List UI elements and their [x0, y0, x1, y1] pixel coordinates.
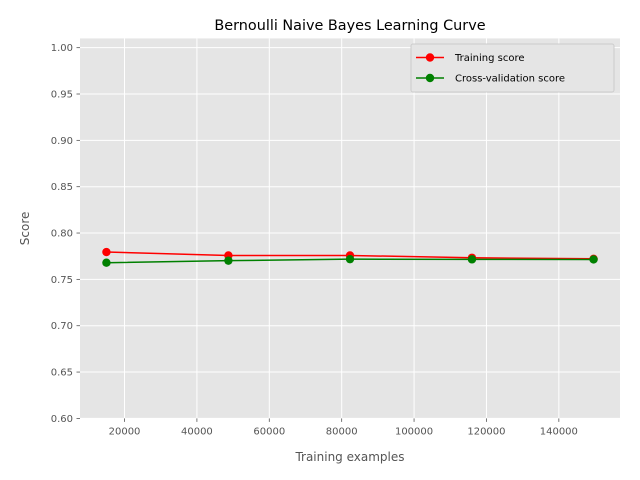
- legend: Training score Cross-validation score: [410, 43, 615, 93]
- series: [102, 247, 598, 267]
- y-tick-label: 0.85: [51, 182, 73, 193]
- y-tick-label: 0.90: [51, 136, 73, 147]
- x-axis-label: Training examples: [294, 450, 404, 464]
- x-tick-label: 80000: [326, 426, 358, 437]
- series-2: [102, 254, 598, 267]
- x-tick-label: 120000: [467, 426, 505, 437]
- legend-label: Training score: [454, 53, 525, 64]
- y-axis-ticks: 0.60 0.65 0.70 0.75 0.80 0.85 0.90 0.95 1.00: [51, 43, 80, 425]
- plot-area: [80, 38, 620, 419]
- legend-marker: [425, 73, 435, 83]
- y-axis-label: Score: [18, 212, 32, 246]
- x-axis-ticks: 20000 40000 60000 80000 100000 120000 140000: [109, 418, 578, 437]
- x-tick-label: 100000: [395, 426, 433, 437]
- y-tick-label: 0.95: [51, 90, 73, 101]
- y-tick-label: 0.65: [51, 368, 73, 379]
- chart-title: Bernoulli Naive Bayes Learning Curve: [214, 18, 485, 34]
- y-tick-label: 0.75: [51, 275, 73, 286]
- y-tick-label: 1.00: [51, 43, 73, 54]
- y-tick-label: 0.70: [51, 321, 73, 332]
- data-point: [224, 256, 233, 265]
- y-tick-label: 0.80: [51, 229, 73, 240]
- data-point: [345, 254, 355, 264]
- data-point: [589, 255, 598, 264]
- x-tick-label: 140000: [540, 426, 578, 437]
- x-tick-label: 20000: [109, 426, 141, 437]
- data-point: [102, 258, 111, 267]
- y-tick-label: 0.60: [51, 414, 73, 425]
- data-point: [102, 247, 111, 257]
- grid: [80, 38, 620, 419]
- legend-label: Cross-validation score: [455, 74, 565, 85]
- x-tick-label: 40000: [181, 426, 213, 437]
- legend-box: [410, 43, 615, 93]
- legend-marker: [425, 53, 435, 62]
- data-point: [467, 255, 477, 264]
- x-tick-label: 60000: [253, 426, 285, 437]
